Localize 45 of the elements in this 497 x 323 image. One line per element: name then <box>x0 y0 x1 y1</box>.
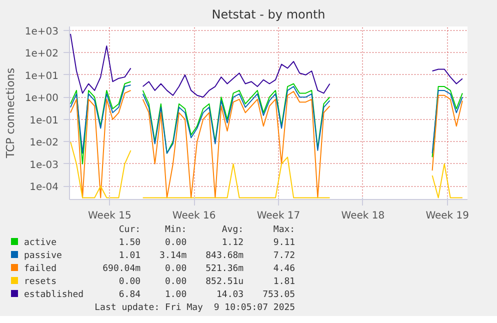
text: 1.81 <box>272 276 296 289</box>
text: 690.04m <box>102 263 142 276</box>
y-tick-label: 1e+01 <box>24 70 59 82</box>
chart-title: Netstat - by month <box>212 8 326 22</box>
x-tick-label: Week 19 <box>426 210 470 222</box>
text: 1.00 <box>164 289 188 302</box>
text: 753.05 <box>262 289 296 302</box>
text: Cur: <box>118 224 142 237</box>
text: Avg: <box>220 224 245 237</box>
text: 4.46 <box>272 263 296 276</box>
x-tick-label: Week 17 <box>256 210 300 222</box>
y-tick-label: 1e-02 <box>30 138 59 149</box>
x-tick-label: Week 15 <box>88 210 132 222</box>
text: 0.00 <box>118 276 142 289</box>
text: 9.11 <box>272 237 296 250</box>
y-tick-label: 1e-04 <box>30 182 59 194</box>
text: 14.03 <box>215 289 245 302</box>
text: 852.51u <box>204 276 245 289</box>
text: 1.12 <box>220 237 245 250</box>
legend-label: established <box>23 289 85 302</box>
text: Last update: Fri May 9 10:05:07 2025 <box>94 302 296 315</box>
y-axis-title: TCP connections <box>4 68 17 160</box>
text: 0.00 <box>164 237 188 250</box>
text: 3.14m <box>158 250 188 263</box>
text: 521.36m <box>204 263 245 276</box>
text: 6.84 <box>118 289 142 302</box>
text: 843.68m <box>204 250 245 263</box>
y-tick-label: 1e+02 <box>24 48 59 60</box>
text: 0.00 <box>164 276 188 289</box>
x-tick-label: Week 18 <box>341 210 385 222</box>
y-tick-label: 1e-03 <box>30 160 59 171</box>
legend-label: passive <box>23 250 63 263</box>
x-tick-label: Week 16 <box>172 210 216 222</box>
text: Max: <box>272 224 296 237</box>
text: 0.00 <box>164 263 188 276</box>
y-tick-label: 1e+03 <box>24 26 59 38</box>
legend-label: resets <box>23 276 58 289</box>
legend-label: failed <box>23 263 58 276</box>
legend-label: active <box>23 237 58 250</box>
text: Min: <box>164 224 188 237</box>
y-tick-label: 1e-01 <box>30 115 59 126</box>
text: 1.01 <box>118 250 142 263</box>
text: 1.50 <box>118 237 142 250</box>
text: 7.72 <box>272 250 296 263</box>
y-tick-label: 1e+00 <box>24 93 59 104</box>
